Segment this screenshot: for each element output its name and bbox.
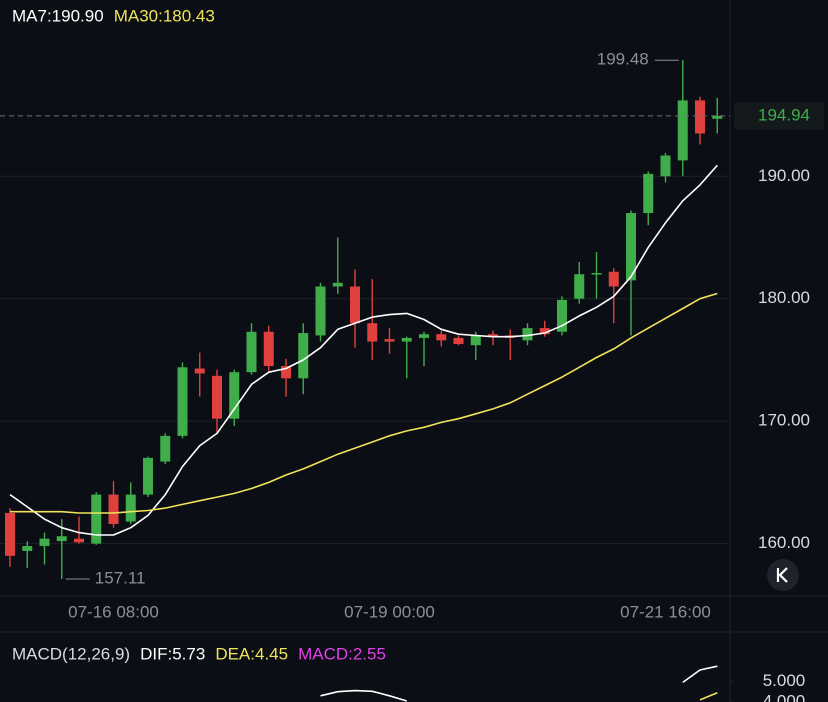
candle-body [367,323,378,342]
candle-body [246,331,257,373]
candle-body [160,435,171,462]
candle-body [401,337,412,342]
candle-body [384,339,395,342]
y-tick-label: 170.00 [758,411,810,430]
candle-body [91,494,102,544]
candle-body [470,335,481,346]
series-line [9,164,718,536]
candle-body [332,282,343,287]
candle-body [194,368,205,374]
last-price-tag [734,101,824,130]
series-line [10,292,718,514]
y-tick-label: 4.000 [763,691,806,702]
candle-body [108,494,119,524]
y-tick-label: 190.00 [758,166,810,185]
series-line [699,691,718,701]
series-line [320,665,718,702]
candle-body [39,538,50,547]
candle-body [22,546,33,551]
candle-body [488,334,498,337]
candle-body [677,100,688,161]
x-tick-label: 07-19 00:00 [344,602,435,621]
candle-body [298,333,309,379]
candle-body [539,328,550,335]
candle-body [695,100,705,134]
legend-entry: MACD(12,26,9) [12,644,130,663]
candle-body [419,334,429,338]
candle-body [281,366,291,379]
collapse-button[interactable] [767,559,799,591]
legend-entry: MA7:190.90 [12,6,104,25]
candle-body [56,536,67,542]
last-price-label: 194.94 [758,105,810,124]
candle-body [608,271,619,287]
y-tick-label: 160.00 [758,533,810,552]
legend-entry: DIF:5.73 [140,644,205,663]
legend-entry: MA30:180.43 [114,6,215,25]
candle-body [522,328,533,341]
candle-body [643,173,654,214]
candle-body [660,155,671,177]
candle-body [436,334,447,341]
candle-body [350,286,360,324]
y-tick-label: 5.000 [763,671,806,690]
candle-body [557,299,567,332]
candle-body [212,375,222,419]
legend-entry: DEA:4.45 [215,644,288,663]
candle-body [74,538,84,543]
candle-body [263,331,274,367]
candle-body [574,274,585,299]
candle-body [712,115,723,119]
legend-entry: MACD:2.55 [298,644,386,663]
candle-body [229,372,240,419]
candle-body [591,273,602,275]
candle-body [453,337,464,345]
candle-body [315,286,326,336]
candle-body [125,494,136,522]
candle-body [143,457,153,495]
x-tick-label: 07-16 08:00 [68,602,159,621]
x-tick-label: 07-21 16:00 [620,602,711,621]
candle-body [177,367,188,436]
y-tick-label: 180.00 [758,288,810,307]
candle-body [626,213,636,281]
high-label: 199.48 [597,50,649,69]
low-label: 157.11 [95,568,146,587]
candle-body [5,512,15,556]
